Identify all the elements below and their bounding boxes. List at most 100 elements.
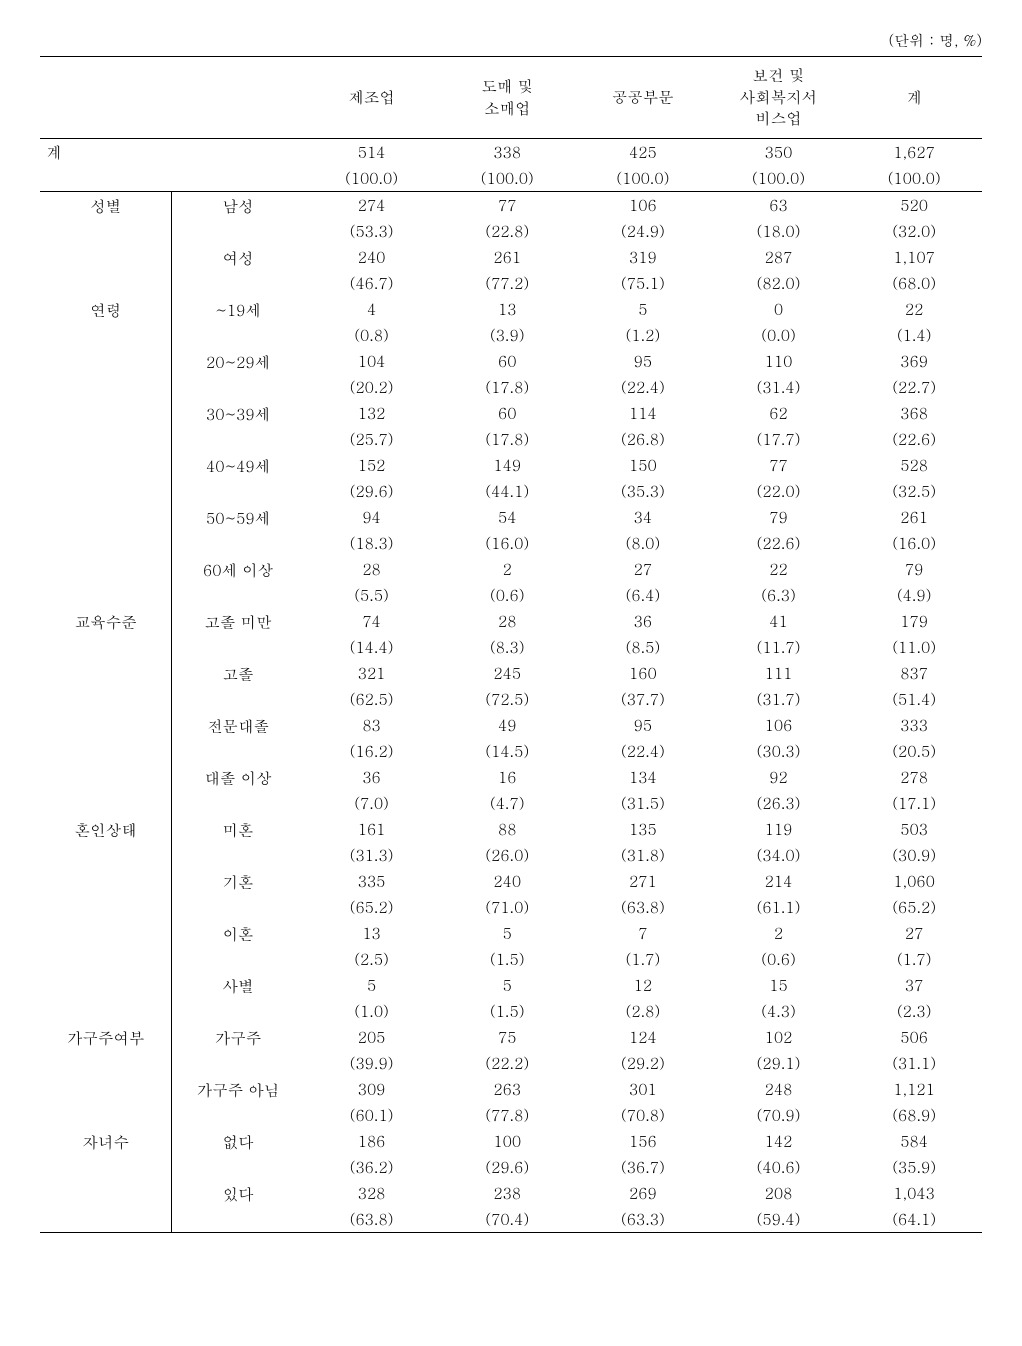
cell-value: 160	[575, 660, 711, 686]
cell-pct: (22.8)	[439, 218, 575, 244]
cell-pct: (32.5)	[846, 478, 982, 504]
cell-value: 240	[304, 244, 440, 270]
cell-value: 528	[846, 452, 982, 478]
cell-value: 425	[575, 139, 711, 166]
cell-pct: (65.2)	[846, 894, 982, 920]
cell-pct: (25.7)	[304, 426, 440, 452]
cell-value: 5	[439, 920, 575, 946]
cell-pct: (100.0)	[439, 165, 575, 192]
cell-pct: (17.8)	[439, 426, 575, 452]
cell-value: 186	[304, 1128, 440, 1154]
cell-pct: (20.2)	[304, 374, 440, 400]
cell-value: 2	[711, 920, 847, 946]
total-label: 계	[40, 139, 304, 166]
cell-pct: (5.5)	[304, 582, 440, 608]
cell-pct: (62.5)	[304, 686, 440, 712]
cell-pct: (2.8)	[575, 998, 711, 1024]
cell-pct: (26.8)	[575, 426, 711, 452]
cell-value: 333	[846, 712, 982, 738]
cell-pct: (63.3)	[575, 1206, 711, 1233]
cell-value: 5	[304, 972, 440, 998]
cell-value: 135	[575, 816, 711, 842]
cell-pct: (31.5)	[575, 790, 711, 816]
cell-pct: (31.7)	[711, 686, 847, 712]
cell-pct: (75.1)	[575, 270, 711, 296]
cell-value: 63	[711, 192, 847, 219]
cell-value: 110	[711, 348, 847, 374]
cell-pct: (36.2)	[304, 1154, 440, 1180]
column-header: 도매 및소매업	[439, 57, 575, 139]
cell-pct: (4.7)	[439, 790, 575, 816]
cell-value: 106	[575, 192, 711, 219]
cell-pct: (0.6)	[439, 582, 575, 608]
sub-label: 고졸 미만	[172, 608, 304, 660]
blank-cell	[40, 165, 304, 192]
cell-pct: (31.8)	[575, 842, 711, 868]
cell-pct: (0.6)	[711, 946, 847, 972]
cell-value: 837	[846, 660, 982, 686]
cell-pct: (64.1)	[846, 1206, 982, 1233]
cell-pct: (65.2)	[304, 894, 440, 920]
cell-pct: (26.0)	[439, 842, 575, 868]
cell-pct: (63.8)	[304, 1206, 440, 1233]
cell-value: 1,043	[846, 1180, 982, 1206]
sub-label: ~19세	[172, 296, 304, 348]
cell-value: 88	[439, 816, 575, 842]
cell-value: 5	[439, 972, 575, 998]
cell-value: 205	[304, 1024, 440, 1050]
cell-pct: (6.4)	[575, 582, 711, 608]
cell-value: 12	[575, 972, 711, 998]
cell-value: 79	[711, 504, 847, 530]
cell-pct: (24.9)	[575, 218, 711, 244]
cell-pct: (68.0)	[846, 270, 982, 296]
cell-pct: (22.6)	[711, 530, 847, 556]
cell-value: 104	[304, 348, 440, 374]
cell-value: 49	[439, 712, 575, 738]
cell-pct: (4.9)	[846, 582, 982, 608]
data-table: 제조업도매 및소매업공공부문보건 및사회복지서비스업계 계51433842535…	[40, 56, 982, 1233]
sub-label: 있다	[172, 1180, 304, 1233]
cell-value: 1,060	[846, 868, 982, 894]
cell-value: 278	[846, 764, 982, 790]
cell-value: 79	[846, 556, 982, 582]
cell-value: 95	[575, 712, 711, 738]
cell-pct: (22.2)	[439, 1050, 575, 1076]
cell-pct: (31.1)	[846, 1050, 982, 1076]
cell-pct: (26.3)	[711, 790, 847, 816]
cell-pct: (8.0)	[575, 530, 711, 556]
cell-value: 74	[304, 608, 440, 634]
cell-value: 111	[711, 660, 847, 686]
cell-pct: (70.4)	[439, 1206, 575, 1233]
cell-value: 238	[439, 1180, 575, 1206]
cell-value: 287	[711, 244, 847, 270]
cell-value: 274	[304, 192, 440, 219]
sub-label: 가구주	[172, 1024, 304, 1076]
cell-value: 584	[846, 1128, 982, 1154]
cell-pct: (100.0)	[711, 165, 847, 192]
cell-value: 1,121	[846, 1076, 982, 1102]
cell-pct: (68.9)	[846, 1102, 982, 1128]
cell-pct: (17.8)	[439, 374, 575, 400]
cell-pct: (100.0)	[846, 165, 982, 192]
cell-pct: (71.0)	[439, 894, 575, 920]
group-label: 연령	[40, 296, 172, 608]
cell-value: 350	[711, 139, 847, 166]
cell-pct: (29.1)	[711, 1050, 847, 1076]
cell-pct: (30.9)	[846, 842, 982, 868]
cell-value: 261	[439, 244, 575, 270]
cell-pct: (14.5)	[439, 738, 575, 764]
group-label: 자녀수	[40, 1128, 172, 1233]
cell-pct: (63.8)	[575, 894, 711, 920]
cell-value: 248	[711, 1076, 847, 1102]
header-blank	[40, 57, 304, 139]
sub-label: 미혼	[172, 816, 304, 868]
group-label: 혼인상태	[40, 816, 172, 1024]
cell-pct: (22.4)	[575, 374, 711, 400]
cell-value: 16	[439, 764, 575, 790]
sub-label: 기혼	[172, 868, 304, 920]
cell-value: 321	[304, 660, 440, 686]
sub-label: 50~59세	[172, 504, 304, 556]
cell-pct: (18.3)	[304, 530, 440, 556]
cell-value: 271	[575, 868, 711, 894]
cell-value: 142	[711, 1128, 847, 1154]
